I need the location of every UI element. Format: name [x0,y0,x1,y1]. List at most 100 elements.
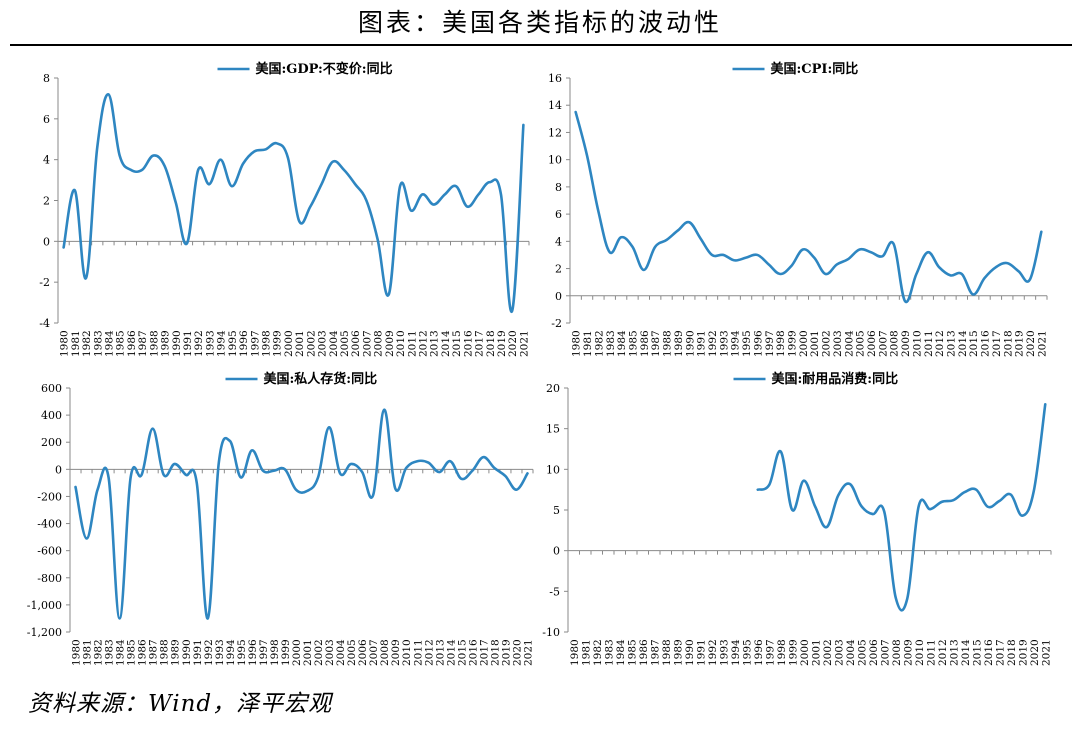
x-tick-label: 2020 [511,639,523,666]
x-tick-label: 1982 [93,639,105,666]
data-point [153,155,155,157]
data-point [361,471,363,473]
x-tick-label: 2010 [914,639,926,666]
y-tick-label: 0 [55,463,62,476]
data-point [229,440,231,442]
y-tick-label: -5 [549,585,560,598]
x-tick-label: 1997 [764,330,776,357]
y-tick-label: 2 [555,263,562,276]
x-tick-label: 2021 [1040,639,1052,666]
data-point [410,210,412,212]
data-point [343,169,345,171]
x-tick-label: 2012 [417,330,429,357]
data-point [175,202,177,204]
x-tick-label: 2018 [485,330,497,357]
data-point [108,477,110,479]
data-point [416,460,418,462]
x-tick-label: 1989 [672,639,684,666]
x-tick-label: 1991 [695,639,707,666]
legend-label: 美国:私人存货:同比 [264,371,378,387]
x-tick-label: 2012 [934,330,946,357]
x-tick-label: 1993 [718,639,730,666]
x-tick-label: 2000 [799,639,811,666]
data-point [310,206,312,208]
data-point [860,505,862,507]
x-tick-label: 2008 [891,639,903,666]
data-point [780,451,782,453]
data-point [964,491,966,493]
x-tick-label: 2012 [423,639,435,666]
data-point [186,243,188,245]
x-tick-label: 1986 [639,330,651,357]
data-point [427,462,429,464]
source-note: 资料来源：Wind，泽平宏观 [28,691,333,717]
data-point [941,501,943,503]
data-point [231,185,233,187]
y-tick-label: 20 [546,382,560,395]
x-tick-label: 2011 [406,330,418,357]
data-point [317,477,319,479]
data-point [185,474,187,476]
x-tick-label: 2004 [335,639,347,666]
x-tick-label: 1987 [137,330,149,357]
series-line [62,93,525,313]
x-tick-label: 2005 [346,639,358,666]
title-divider [10,44,1072,46]
data-point [276,143,278,145]
x-tick-label: 2018 [1006,639,1018,666]
data-point [405,467,407,469]
y-tick-label: -1,000 [27,599,62,612]
data-point [220,159,222,161]
series-line [574,110,1043,304]
data-point [870,251,872,253]
data-point [998,500,1000,502]
x-tick-label: 2012 [937,639,949,666]
data-point [422,194,424,196]
x-tick-label: 2004 [843,330,855,357]
data-point [813,257,815,259]
x-tick-label: 2013 [434,639,446,666]
data-point [96,147,98,149]
data-point [677,230,679,232]
x-tick-label: 2003 [833,639,845,666]
x-tick-label: 1981 [580,639,592,666]
x-tick-label: 2002 [821,330,833,357]
x-tick-label: 2014 [960,639,972,666]
data-point [802,249,804,251]
x-tick-label: 1992 [707,639,719,666]
x-tick-label: 2004 [845,639,857,666]
x-tick-label: 2021 [522,639,534,666]
x-tick-label: 2011 [923,330,935,357]
x-tick-label: 2006 [357,639,369,666]
x-tick-label: 1981 [582,330,594,357]
data-point [74,189,76,191]
x-tick-label: 2008 [373,330,385,357]
data-point [63,247,65,249]
data-point [745,257,747,259]
x-tick-label: 2002 [822,639,834,666]
data-point [849,483,851,485]
x-tick-label: 1991 [182,330,194,357]
x-tick-label: 1996 [247,639,259,666]
x-tick-label: 1998 [775,330,787,357]
data-point [814,506,816,508]
data-point [883,511,885,513]
data-point [433,204,435,206]
x-tick-label: 1999 [787,639,799,666]
data-point [688,221,690,223]
data-point [332,161,334,163]
x-tick-label: 1982 [593,330,605,357]
data-point [654,246,656,248]
x-tick-label: 1985 [115,330,127,357]
y-tick-label: -2 [39,276,50,289]
data-point [218,462,220,464]
x-tick-label: 2015 [968,330,980,357]
x-tick-label: 1980 [569,639,581,666]
data-point [298,220,300,222]
y-tick-label: 200 [41,436,62,449]
x-tick-label: 1999 [786,330,798,357]
legend-label: 美国:CPI:同比 [771,61,859,77]
data-point [1033,490,1035,492]
data-point [339,473,341,475]
